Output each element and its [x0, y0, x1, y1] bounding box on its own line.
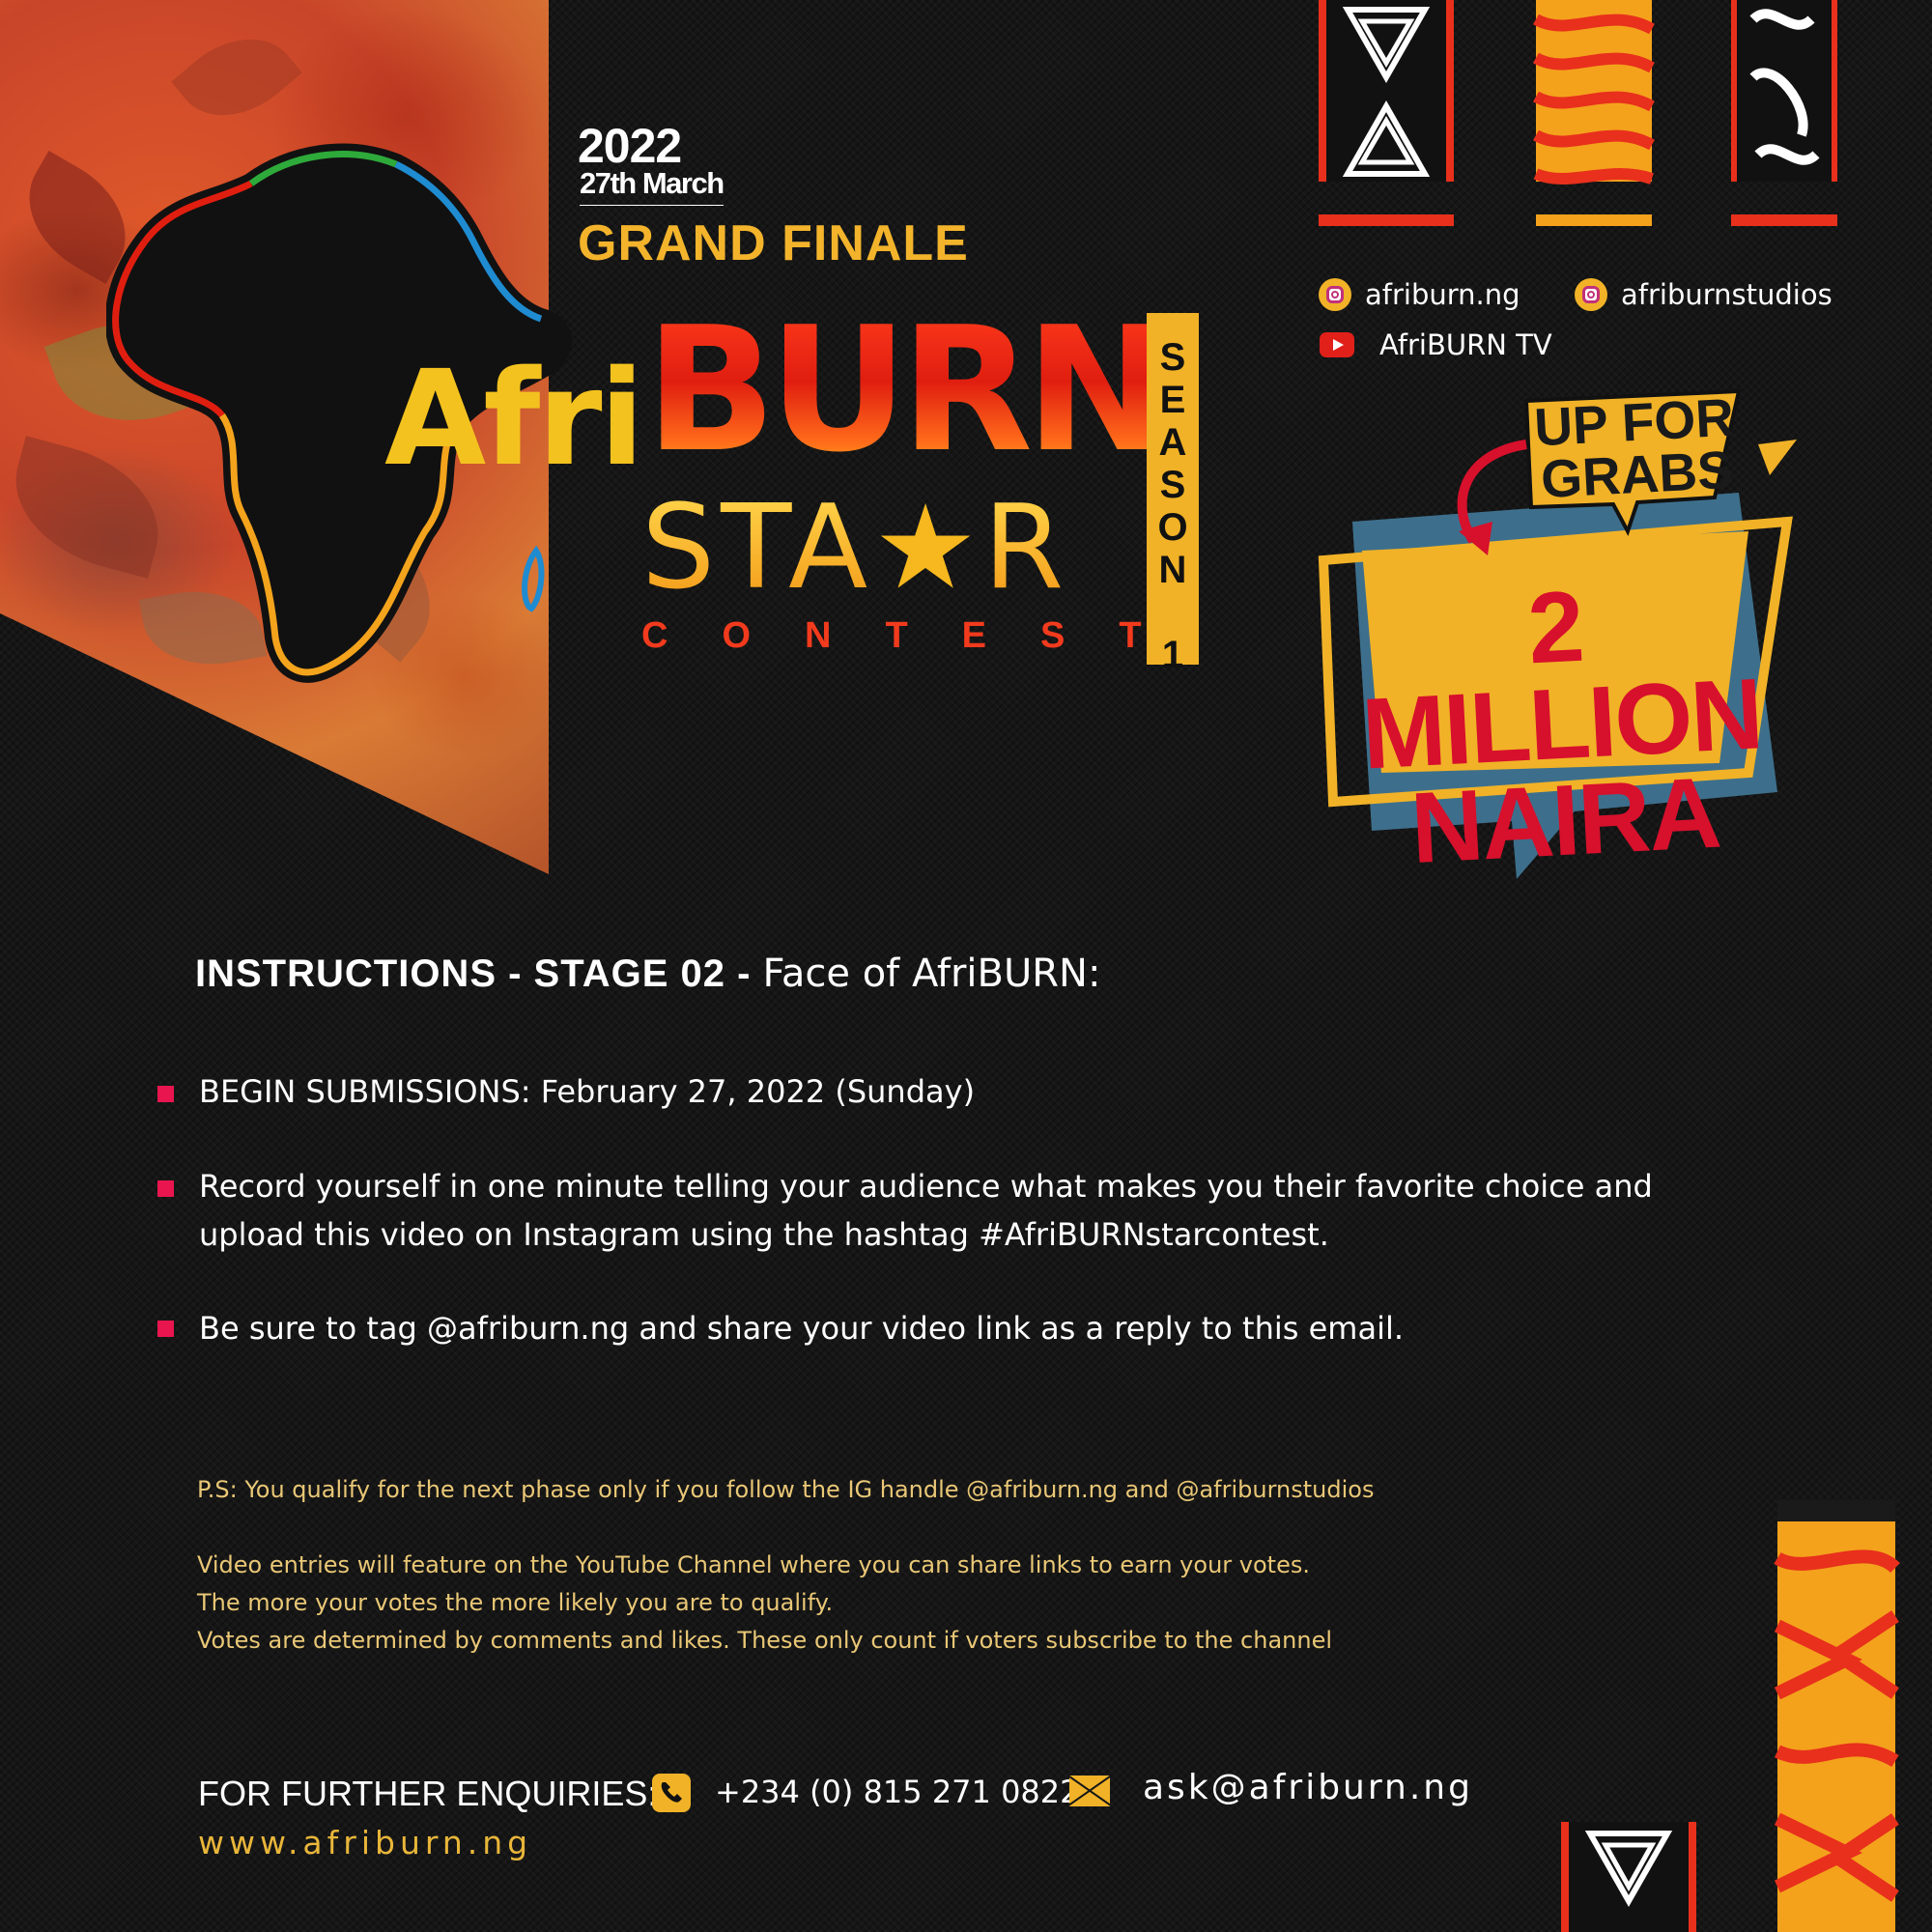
- logo-star-text-part: R: [982, 481, 1070, 615]
- logo-star-text: STA★R: [641, 491, 1069, 607]
- africa-map-outline: [106, 143, 572, 683]
- website-link[interactable]: www.afriburn.ng: [198, 1824, 533, 1861]
- prize-amount: 2 MILLION NAIRA: [1354, 569, 1765, 886]
- season-badge: [1147, 313, 1199, 665]
- instructions-heading: INSTRUCTIONS - STAGE 02 - Face of AfriBU…: [195, 952, 1100, 996]
- logo-burn-text: BURN: [645, 290, 1169, 490]
- bullet-marker: [157, 1180, 174, 1197]
- grand-finale-title: GRAND FINALE: [578, 215, 969, 271]
- ps-note: P.S: You qualify for the next phase only…: [197, 1476, 1375, 1503]
- prize-amount-line: NAIRA: [1407, 756, 1722, 886]
- instruction-item: Be sure to tag @afriburn.ng and share yo…: [199, 1310, 1405, 1347]
- instruction-item: Record yourself in one minute telling yo…: [199, 1168, 1653, 1253]
- prize-badge-graphic: [1318, 388, 1797, 879]
- event-year: 2022: [578, 119, 682, 173]
- instruction-item: BEGIN SUBMISSIONS: February 27, 2022 (Su…: [199, 1073, 976, 1110]
- instructions-heading-bold: INSTRUCTIONS - STAGE 02 -: [195, 952, 763, 995]
- social-youtube-afriburn-tv[interactable]: AfriBURN TV: [1320, 328, 1552, 361]
- mail-icon: [1069, 1776, 1110, 1806]
- tribal-pattern-strips: [1319, 0, 1837, 226]
- social-handle: afriburnstudios: [1621, 278, 1833, 311]
- social-handle: AfriBURN TV: [1379, 328, 1552, 361]
- bullet-marker: [157, 1086, 174, 1102]
- instagram-icon: [1575, 278, 1607, 311]
- note-line: Video entries will feature on the YouTub…: [197, 1551, 1310, 1578]
- social-handle: afriburn.ng: [1365, 278, 1520, 311]
- logo-contest-text: CONTEST: [641, 615, 1196, 656]
- logo-afri-text: Afri: [384, 343, 644, 496]
- instructions-heading-rest: Face of AfriBURN:: [762, 952, 1101, 996]
- phone-icon: [652, 1774, 691, 1812]
- prize-amount-line: 2 MILLION: [1359, 570, 1765, 791]
- star-icon: ★: [873, 481, 983, 615]
- note-line: The more your votes the more likely you …: [197, 1589, 834, 1616]
- instagram-icon: [1319, 278, 1351, 311]
- up-for-grabs-label: UP FOR GRABS: [1532, 386, 1736, 510]
- event-date: 27th March: [580, 166, 724, 206]
- logo-star-text-part: STA: [641, 481, 874, 615]
- bullet-marker: [157, 1321, 174, 1337]
- season-word: SEASON 1: [1151, 336, 1194, 676]
- social-instagram-afriburnstudios[interactable]: afriburnstudios: [1575, 278, 1833, 311]
- season-label: SEASON 1: [1150, 336, 1196, 685]
- leaf-decoration: [171, 14, 302, 141]
- note-line: Votes are determined by comments and lik…: [197, 1627, 1333, 1654]
- youtube-icon: [1320, 332, 1354, 357]
- tribal-pattern-strips-bottom: [1561, 1500, 1900, 1932]
- phone-icon-glyph: [661, 1782, 682, 1803]
- enquiries-label: FOR FURTHER ENQUIRIES:: [198, 1774, 658, 1813]
- social-instagram-afriburn[interactable]: afriburn.ng: [1319, 278, 1520, 311]
- email-address[interactable]: ask@afriburn.ng: [1143, 1768, 1473, 1807]
- phone-number[interactable]: +234 (0) 815 271 0822: [715, 1774, 1080, 1810]
